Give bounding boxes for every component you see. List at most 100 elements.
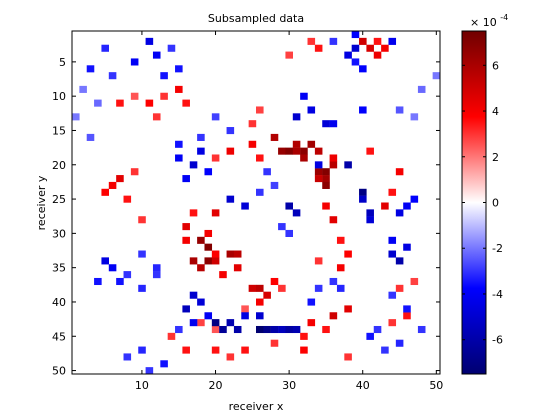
heatmap-cell bbox=[256, 106, 264, 114]
heatmap-cell bbox=[197, 319, 205, 327]
heatmap-cell bbox=[314, 175, 323, 183]
colorbar-exponent-power: -4 bbox=[500, 13, 508, 22]
heatmap-cell bbox=[123, 271, 132, 279]
heatmap-cell bbox=[344, 353, 352, 361]
heatmap-cell bbox=[116, 277, 124, 286]
heatmap-cell bbox=[79, 85, 87, 93]
heatmap-cell bbox=[329, 216, 338, 224]
heatmap-cell bbox=[86, 133, 95, 141]
heatmap-cell bbox=[211, 319, 220, 327]
heatmap-cell bbox=[145, 37, 154, 45]
heatmap-cell bbox=[366, 332, 374, 340]
heatmap-cell bbox=[366, 216, 374, 224]
heatmap-cell bbox=[388, 188, 397, 196]
heatmap-cell bbox=[285, 51, 293, 59]
heatmap-cell bbox=[314, 161, 323, 169]
heatmap-cell bbox=[307, 106, 316, 114]
colorbar-tick-label: -6 bbox=[492, 334, 503, 347]
heatmap-cell bbox=[204, 312, 213, 320]
heatmap-cells bbox=[72, 31, 441, 375]
y-axis-ticks: 5 10 15 20 25 30 35 40 45 50 bbox=[52, 56, 440, 378]
heatmap-cell bbox=[351, 31, 360, 39]
heatmap-cell bbox=[256, 298, 264, 306]
heatmap-cell bbox=[336, 264, 345, 272]
heatmap-cell bbox=[197, 298, 205, 306]
heatmap-cell bbox=[263, 291, 271, 299]
colorbar-ticks: -6 -4 -2 0 2 4 6 bbox=[462, 59, 503, 347]
y-tick-label: 50 bbox=[52, 365, 66, 378]
y-tick-label: 15 bbox=[52, 124, 66, 137]
heatmap-cell bbox=[322, 181, 330, 189]
heatmap-cell bbox=[410, 277, 419, 286]
y-tick-label: 40 bbox=[52, 296, 66, 309]
heatmap-cell bbox=[256, 188, 264, 196]
heatmap-cell bbox=[322, 325, 330, 334]
heatmap-cell bbox=[388, 291, 397, 299]
heatmap-cell bbox=[138, 346, 146, 354]
heatmap-cell bbox=[410, 195, 419, 203]
heatmap-cell bbox=[270, 339, 279, 347]
heatmap-cell bbox=[344, 250, 352, 258]
x-tick-label: 20 bbox=[209, 379, 223, 392]
heatmap-cell bbox=[300, 154, 308, 162]
heatmap-cell bbox=[226, 147, 235, 155]
heatmap-cell bbox=[233, 250, 242, 258]
heatmap-cell bbox=[329, 154, 338, 162]
heatmap-cell bbox=[351, 58, 360, 66]
heatmap-cell bbox=[329, 37, 338, 45]
heatmap-cell bbox=[351, 44, 360, 52]
heatmap-cell bbox=[300, 346, 308, 354]
heatmap-cell bbox=[381, 44, 389, 52]
heatmap-cell bbox=[292, 147, 301, 155]
heatmap-cell bbox=[256, 312, 264, 320]
heatmap-cell bbox=[395, 284, 404, 292]
heatmap-cell bbox=[403, 243, 411, 251]
heatmap-cell bbox=[307, 298, 316, 306]
heatmap-cell bbox=[307, 37, 316, 45]
heatmap-cell bbox=[417, 325, 426, 334]
heatmap-cell bbox=[219, 271, 227, 279]
heatmap-cell bbox=[233, 264, 242, 272]
heatmap-cell bbox=[329, 312, 338, 320]
heatmap-cell bbox=[182, 236, 190, 244]
heatmap-cell bbox=[226, 319, 235, 327]
heatmap-cell bbox=[219, 325, 227, 334]
heatmap-cell bbox=[292, 113, 301, 121]
y-tick-label: 20 bbox=[52, 159, 66, 172]
heatmap-cell bbox=[285, 325, 293, 334]
heatmap-cell bbox=[123, 195, 132, 203]
heatmap-cell bbox=[226, 250, 235, 258]
heatmap-cell bbox=[145, 99, 154, 107]
heatmap-cell bbox=[403, 312, 411, 320]
heatmap-cell bbox=[226, 353, 235, 361]
heatmap-cell bbox=[211, 250, 220, 258]
heatmap-cell bbox=[322, 120, 330, 128]
heatmap-cell bbox=[116, 99, 124, 107]
heatmap-cell bbox=[270, 325, 279, 334]
heatmap-cell bbox=[388, 236, 397, 244]
heatmap-cell bbox=[285, 202, 293, 210]
heatmap-cell bbox=[278, 325, 286, 334]
heatmap-cell bbox=[211, 209, 220, 217]
heatmap-cell bbox=[167, 44, 176, 52]
heatmap-cell bbox=[388, 319, 397, 327]
heatmap-cell bbox=[211, 113, 220, 121]
heatmap-cell bbox=[152, 113, 161, 121]
heatmap-cell bbox=[285, 229, 293, 237]
heatmap-cell bbox=[359, 195, 367, 203]
y-tick-label: 25 bbox=[52, 193, 66, 206]
heatmap-cell bbox=[189, 209, 198, 217]
heatmap-cell bbox=[241, 202, 249, 210]
heatmap-cell bbox=[86, 65, 95, 73]
heatmap-cell bbox=[241, 305, 249, 313]
heatmap-cell bbox=[307, 319, 316, 327]
heatmap-cell bbox=[270, 133, 279, 141]
heatmap-cell bbox=[160, 92, 168, 100]
heatmap-cell bbox=[138, 216, 146, 224]
heatmap-cell bbox=[204, 168, 213, 176]
heatmap-cell bbox=[314, 284, 323, 292]
heatmap-cell bbox=[256, 325, 264, 334]
heatmap-cell bbox=[197, 236, 205, 244]
heatmap-cell bbox=[300, 92, 308, 100]
heatmap-cell bbox=[123, 353, 132, 361]
